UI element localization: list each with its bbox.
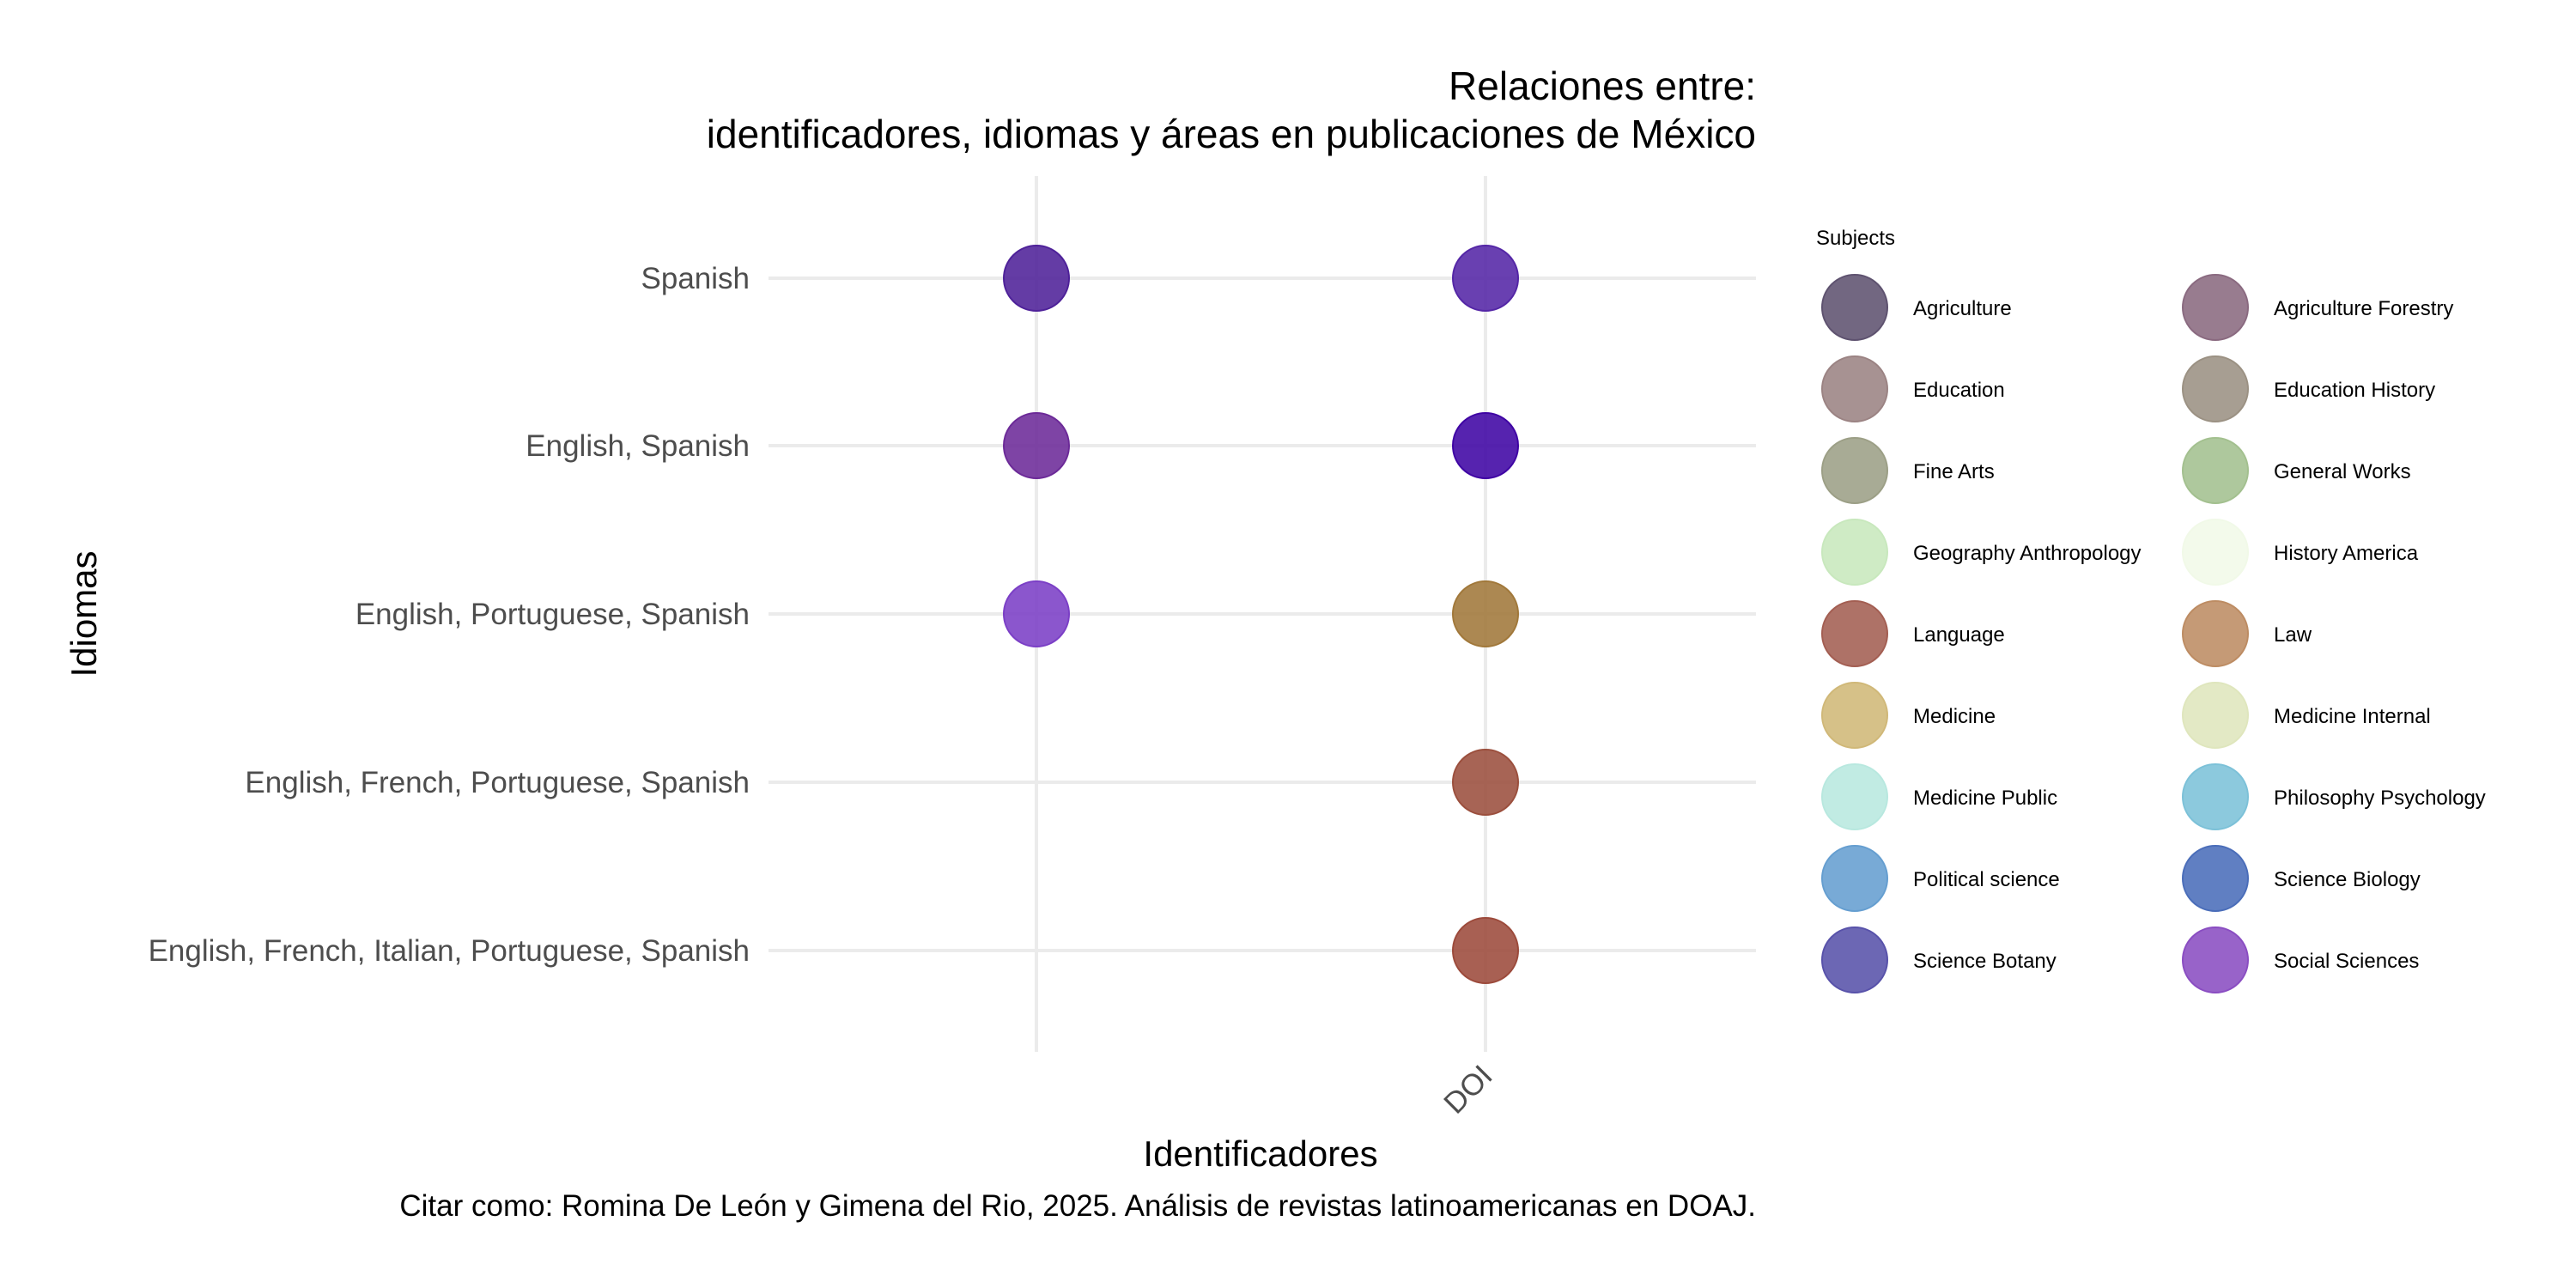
chart-caption: Citar como: Romina De León y Gimena del … xyxy=(399,1189,1756,1223)
legend-key xyxy=(1821,437,1888,504)
legend-label: Medicine Internal xyxy=(2274,705,2431,728)
data-point xyxy=(1003,580,1070,647)
legend-key xyxy=(1821,763,1888,830)
x-tick-label: DOI xyxy=(1437,1059,1499,1121)
legend-label: Education xyxy=(1913,379,2005,402)
chart-subtitle: identificadores, idiomas y áreas en publ… xyxy=(707,112,1756,156)
legend-label: Medicine Public xyxy=(1913,787,2057,810)
chart-title: Relaciones entre: xyxy=(1449,64,1756,108)
y-tick-label: Spanish xyxy=(641,262,750,295)
legend-key xyxy=(1821,355,1888,422)
x-axis-ticks: DOI xyxy=(1437,1059,1499,1121)
legend-label: History America xyxy=(2274,542,2419,565)
data-points xyxy=(1003,245,1519,984)
y-tick-label: English, French, Portuguese, Spanish xyxy=(245,766,750,799)
legend-key xyxy=(2182,355,2249,422)
data-point xyxy=(1003,412,1070,479)
legend-key xyxy=(2182,763,2249,830)
legend-label: Geography Anthropology xyxy=(1913,542,2142,565)
legend-key xyxy=(1821,927,1888,993)
data-point xyxy=(1452,245,1519,312)
legend-label: Fine Arts xyxy=(1913,460,1995,483)
y-tick-label: English, Portuguese, Spanish xyxy=(355,598,750,631)
data-point xyxy=(1452,917,1519,984)
legend-label: Agriculture Forestry xyxy=(2274,297,2453,320)
legend-key xyxy=(1821,600,1888,667)
legend-key xyxy=(2182,927,2249,993)
legend-key xyxy=(2182,845,2249,912)
legend-label: Science Botany xyxy=(1913,950,2057,973)
y-tick-label: English, French, Italian, Portuguese, Sp… xyxy=(149,934,750,968)
legend-label: Medicine xyxy=(1913,705,1996,728)
legend-label: Language xyxy=(1913,623,2005,647)
legend-key xyxy=(2182,519,2249,586)
data-point xyxy=(1452,749,1519,816)
legend-key xyxy=(1821,845,1888,912)
data-point xyxy=(1003,245,1070,312)
y-axis-ticks: Spanish English, Spanish English, Portugue… xyxy=(149,262,750,968)
y-axis-title: Idiomas xyxy=(64,550,104,677)
legend-title: Subjects xyxy=(1816,227,1895,250)
data-point xyxy=(1452,412,1519,479)
legend-label: Agriculture xyxy=(1913,297,2012,320)
legend-key xyxy=(1821,519,1888,586)
legend-label: Law xyxy=(2274,623,2312,647)
data-point xyxy=(1452,580,1519,647)
legend-key xyxy=(2182,600,2249,667)
legend-label: General Works xyxy=(2274,460,2411,483)
plot-grid xyxy=(769,176,1756,1052)
legend-key xyxy=(1821,682,1888,749)
y-tick-label: English, Spanish xyxy=(526,429,750,463)
legend: Subjects Agriculture Agriculture Forestry… xyxy=(1816,227,2486,993)
legend-label: Science Biology xyxy=(2274,868,2421,891)
legend-key xyxy=(2182,274,2249,341)
legend-label: Political science xyxy=(1913,868,2060,891)
legend-label: Education History xyxy=(2274,379,2435,402)
legend-label: Philosophy Psychology xyxy=(2274,787,2486,810)
legend-key xyxy=(2182,682,2249,749)
x-axis-title: Identificadores xyxy=(1143,1133,1377,1174)
legend-key xyxy=(2182,437,2249,504)
legend-label: Social Sciences xyxy=(2274,950,2419,973)
legend-key xyxy=(1821,274,1888,341)
